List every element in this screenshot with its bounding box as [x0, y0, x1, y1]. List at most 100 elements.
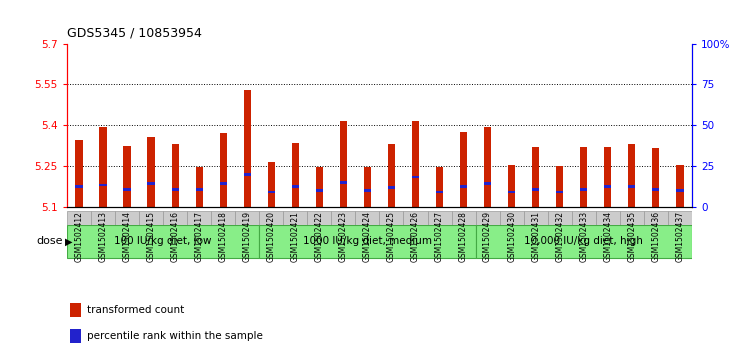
Bar [196, 167, 203, 207]
Bar [556, 166, 563, 207]
Bar [676, 165, 684, 207]
Bar [259, 211, 283, 225]
Bar [388, 144, 395, 207]
Bar [219, 134, 227, 207]
Bar [100, 127, 106, 207]
Bar [196, 188, 203, 191]
Bar [508, 165, 516, 207]
Bar [475, 225, 692, 258]
Bar [644, 211, 668, 225]
Bar [100, 184, 106, 187]
Text: GSM1502435: GSM1502435 [627, 211, 636, 262]
Bar [91, 211, 115, 225]
Bar [115, 211, 139, 225]
Bar [70, 303, 81, 317]
Bar [484, 183, 491, 185]
Bar [500, 211, 524, 225]
Bar [668, 211, 692, 225]
Bar [292, 143, 299, 207]
Bar [428, 211, 452, 225]
Text: GSM1502426: GSM1502426 [411, 211, 420, 262]
Bar [243, 173, 251, 176]
Bar [403, 211, 428, 225]
Text: GSM1502420: GSM1502420 [267, 211, 276, 262]
Bar [475, 211, 500, 225]
Text: GSM1502437: GSM1502437 [676, 211, 684, 262]
Text: GSM1502434: GSM1502434 [603, 211, 612, 262]
Bar [652, 148, 659, 207]
Bar [436, 167, 443, 207]
Bar [364, 189, 371, 192]
Text: GSM1502422: GSM1502422 [315, 211, 324, 262]
Bar [620, 211, 644, 225]
Text: GSM1502419: GSM1502419 [243, 211, 251, 262]
Text: GDS5345 / 10853954: GDS5345 / 10853954 [67, 27, 202, 40]
Bar [268, 162, 275, 207]
Bar [172, 188, 179, 191]
Bar [172, 144, 179, 207]
Bar [364, 167, 371, 207]
Text: GSM1502421: GSM1502421 [291, 211, 300, 262]
Text: ▶: ▶ [65, 236, 72, 246]
Bar [604, 147, 612, 207]
Bar [315, 167, 323, 207]
Bar [596, 211, 620, 225]
Text: GSM1502414: GSM1502414 [123, 211, 132, 262]
Bar [412, 121, 419, 207]
Bar [388, 187, 395, 189]
Bar [676, 189, 684, 192]
Bar [508, 191, 516, 193]
Bar [524, 211, 548, 225]
Bar [484, 127, 491, 207]
Bar [628, 185, 635, 188]
Text: transformed count: transformed count [87, 305, 185, 315]
Bar [147, 183, 155, 185]
Bar [548, 211, 571, 225]
Text: percentile rank within the sample: percentile rank within the sample [87, 331, 263, 342]
Text: GSM1502416: GSM1502416 [170, 211, 179, 262]
Bar [147, 138, 155, 207]
Bar [315, 189, 323, 192]
Bar [556, 191, 563, 193]
Bar [268, 191, 275, 193]
Bar [340, 121, 347, 207]
Text: 1000 IU/kg diet, medium: 1000 IU/kg diet, medium [303, 236, 432, 246]
Bar [187, 211, 211, 225]
Text: 100 IU/kg diet, low: 100 IU/kg diet, low [115, 236, 212, 246]
Bar [75, 185, 83, 188]
Bar [604, 185, 612, 188]
Bar [340, 181, 347, 184]
Text: GSM1502413: GSM1502413 [98, 211, 108, 262]
Text: GSM1502418: GSM1502418 [219, 211, 228, 262]
Bar [124, 146, 131, 207]
Text: GSM1502427: GSM1502427 [435, 211, 444, 262]
Bar [412, 176, 419, 178]
Bar [307, 211, 331, 225]
Text: GSM1502412: GSM1502412 [74, 211, 83, 262]
Bar [211, 211, 235, 225]
Bar [652, 188, 659, 191]
Bar [580, 188, 587, 191]
Bar [139, 211, 163, 225]
Bar [532, 147, 539, 207]
Text: GSM1502429: GSM1502429 [483, 211, 492, 262]
Text: GSM1502432: GSM1502432 [555, 211, 564, 262]
Bar [235, 211, 259, 225]
Bar [379, 211, 403, 225]
Text: GSM1502423: GSM1502423 [339, 211, 348, 262]
Text: GSM1502436: GSM1502436 [651, 211, 661, 262]
Bar [75, 140, 83, 207]
Bar [163, 211, 187, 225]
Bar [571, 211, 596, 225]
Bar [259, 225, 475, 258]
Bar [124, 188, 131, 191]
Text: GSM1502417: GSM1502417 [195, 211, 204, 262]
Text: 10,000 IU/kg diet, high: 10,000 IU/kg diet, high [525, 236, 644, 246]
Text: GSM1502431: GSM1502431 [531, 211, 540, 262]
Text: GSM1502415: GSM1502415 [147, 211, 155, 262]
Bar [67, 211, 91, 225]
Bar [283, 211, 307, 225]
Bar [67, 225, 259, 258]
Bar [460, 185, 467, 188]
Bar [219, 183, 227, 185]
